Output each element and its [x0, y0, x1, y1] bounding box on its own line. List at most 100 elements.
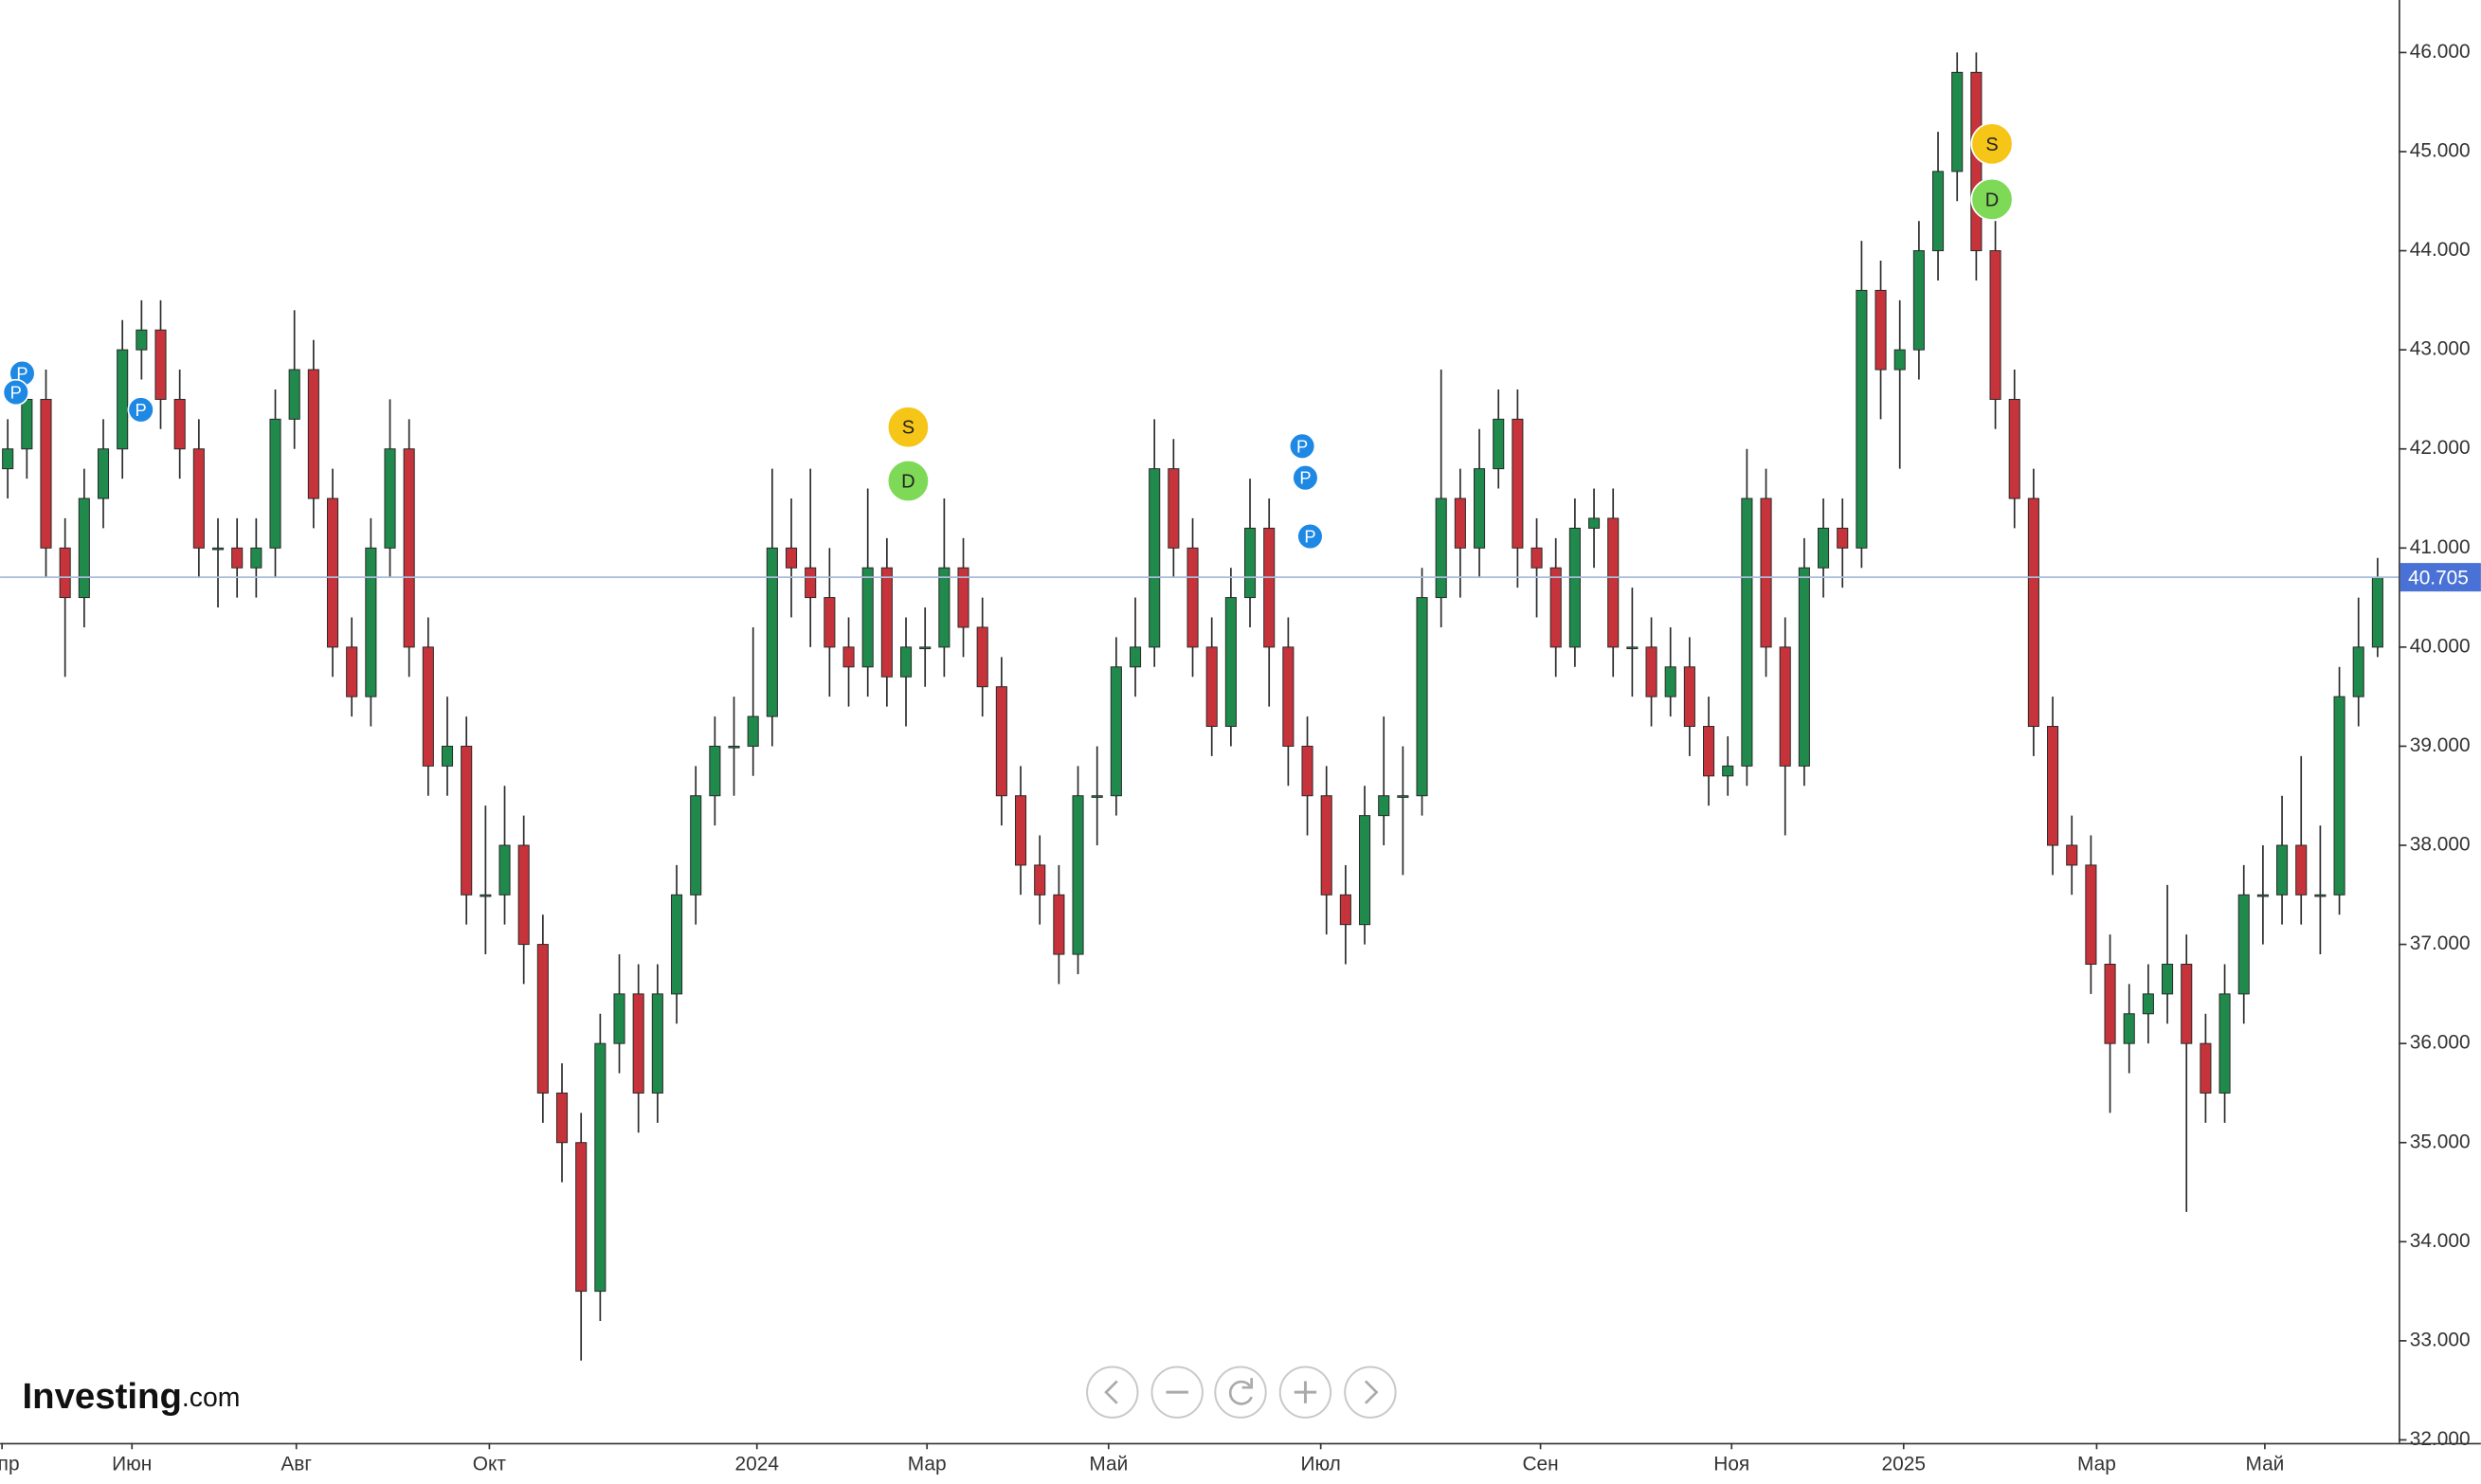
candle-body [1989, 250, 2001, 400]
candle-body [78, 498, 90, 599]
event-badge[interactable]: S [1970, 122, 2014, 166]
candle-body [1168, 468, 1180, 549]
candle-body [2371, 576, 2383, 648]
event-label: D [1985, 190, 1999, 210]
candle-body [498, 844, 511, 896]
candle-body [2276, 844, 2289, 896]
candle-body [1893, 349, 1906, 371]
candle-body [1664, 666, 1676, 697]
candle-body [1091, 795, 1103, 798]
zoom-in-button[interactable] [1278, 1366, 1332, 1419]
candle-body [976, 626, 988, 688]
event-badge[interactable]: P [1292, 464, 1319, 492]
candle-body [1626, 646, 1639, 650]
candle-body [154, 329, 167, 400]
candle-body [1741, 498, 1753, 767]
candle-body [1282, 646, 1295, 747]
candle-body [346, 646, 358, 697]
candle-body [2314, 894, 2327, 897]
candle-body [384, 448, 396, 549]
candle-body [1205, 646, 1218, 728]
candle-body [1932, 171, 1945, 252]
event-badge[interactable]: D [886, 459, 930, 503]
candle-body [536, 944, 549, 1094]
event-label: P [136, 400, 147, 420]
y-tick-label: 35.000 [2410, 1131, 2471, 1152]
y-tick-label: 46.000 [2410, 41, 2471, 63]
scroll-left-button[interactable] [1086, 1366, 1139, 1419]
candle-body [97, 448, 110, 499]
candle-body [594, 1042, 607, 1293]
y-tick-label: 44.000 [2410, 239, 2471, 261]
candle-body [1912, 250, 1925, 351]
plot-area [0, 52, 2400, 1361]
candle-body [1378, 795, 1390, 817]
event-badge[interactable]: P [1296, 522, 1324, 551]
candle-body [2181, 964, 2193, 1044]
event-badge[interactable]: D [1970, 177, 2014, 221]
candle-body [1837, 527, 1849, 549]
candle-body [1951, 71, 1964, 172]
y-tick-label: 38.000 [2410, 834, 2471, 856]
candle-body [842, 646, 855, 668]
y-tick-label: 45.000 [2410, 140, 2471, 162]
candle-body [1301, 745, 1313, 797]
candle-body [938, 567, 951, 648]
event-circle [886, 459, 930, 503]
event-badge[interactable]: S [886, 406, 930, 449]
candle-body [1339, 894, 1351, 926]
candle-body [899, 646, 913, 678]
candle-body [1263, 527, 1276, 648]
event-badge[interactable]: P [2, 378, 29, 407]
x-tick-label: Мар [908, 1453, 947, 1475]
candle-body [40, 398, 52, 549]
event-circle [1970, 122, 2014, 166]
candle-body [690, 795, 702, 896]
candle-body [2066, 844, 2078, 866]
event-label: P [1304, 526, 1315, 546]
candle-body [2, 448, 14, 470]
event-badge[interactable]: P [127, 396, 154, 424]
candle-body [288, 369, 300, 420]
event-circle [1292, 464, 1319, 492]
event-badge[interactable]: P [1288, 432, 1316, 460]
candle-body [480, 894, 492, 897]
logo-name: Investing.com [22, 1376, 240, 1417]
x-tick-label: 2025 [1882, 1453, 1926, 1475]
candle-body [2008, 398, 2020, 499]
zoom-out-button[interactable] [1150, 1366, 1204, 1419]
last-price-box [2400, 563, 2481, 592]
candle-body [1397, 795, 1409, 798]
event-circle [127, 396, 154, 424]
candle-body [2104, 964, 2116, 1044]
x-tick-label: Мар [2077, 1453, 2116, 1475]
candle-body [21, 398, 33, 450]
scroll-right-button[interactable] [1344, 1366, 1397, 1419]
candle-body [995, 686, 1007, 797]
candle-body [1129, 646, 1142, 668]
candle-body [1568, 527, 1581, 648]
x-tick-label: 2024 [735, 1453, 779, 1475]
y-tick-label: 42.000 [2410, 437, 2471, 459]
candle-body [1014, 795, 1027, 866]
candle-body [785, 547, 798, 569]
candle-body [1703, 726, 1715, 777]
candle-body [403, 448, 415, 648]
candle-body [2237, 894, 2250, 995]
candle-body [1454, 498, 1466, 549]
reset-button[interactable] [1214, 1366, 1267, 1419]
y-tick-label: 40.000 [2410, 635, 2471, 657]
x-tick-label: Май [2245, 1453, 2284, 1475]
event-circle [886, 406, 930, 449]
candle-body [59, 547, 71, 599]
candle-body [1798, 567, 1810, 767]
candle-body [747, 715, 759, 747]
event-circle [2, 378, 29, 407]
event-label: S [1985, 135, 1998, 155]
candle-body [1779, 646, 1791, 767]
candle-body [1549, 567, 1562, 648]
candle-body [2333, 696, 2345, 896]
candle-body [1320, 795, 1332, 896]
candle-body [441, 745, 454, 767]
event-label: D [901, 471, 915, 492]
